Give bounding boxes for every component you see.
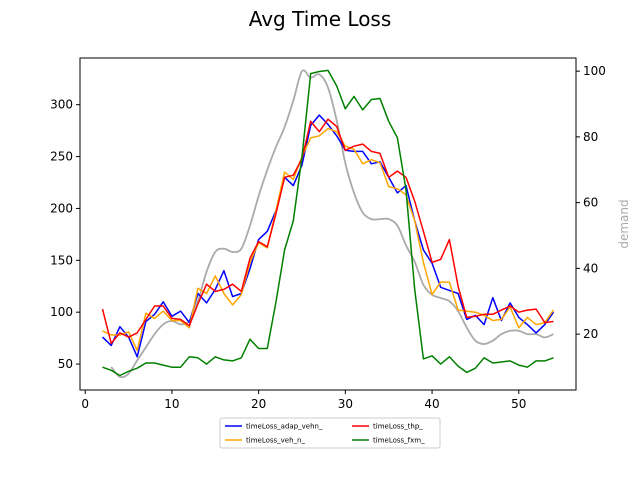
x-tick-label: 10 bbox=[164, 397, 179, 411]
series-line-timeloss-fxm bbox=[102, 69, 554, 377]
y-axis-right: 20 40 60 80 100 bbox=[576, 64, 606, 341]
legend-label: timeLoss_adap_vehn_ bbox=[246, 423, 323, 431]
legend: timeLoss_adap_vehn_ timeLoss_veh_n_ timeLo… bbox=[219, 417, 441, 449]
y-tick-label: 250 bbox=[50, 150, 73, 164]
y-tick-label: 150 bbox=[50, 253, 73, 267]
y-axis-left: 50 100 150 200 250 300 bbox=[50, 98, 80, 371]
y-tick-label: 100 bbox=[50, 305, 73, 319]
y-tick-label: 200 bbox=[50, 201, 73, 215]
series-line-timeloss-thp bbox=[101, 118, 554, 345]
series-line-timeloss-adap-vehn bbox=[101, 114, 555, 358]
y2-tick-label: 100 bbox=[583, 64, 606, 78]
legend-label: timeLoss_fxm_ bbox=[373, 437, 425, 445]
legend-label: timeLoss_veh_n_ bbox=[246, 437, 305, 445]
y2-axis-label: demand bbox=[617, 199, 631, 248]
x-tick-label: 30 bbox=[338, 397, 353, 411]
y2-tick-label: 60 bbox=[583, 196, 598, 210]
y2-tick-label: 80 bbox=[583, 130, 598, 144]
x-tick-label: 50 bbox=[511, 397, 526, 411]
series-line-timeloss-veh-n bbox=[102, 127, 555, 352]
y2-tick-label: 40 bbox=[583, 261, 598, 275]
legend-label: timeLoss_thp_ bbox=[373, 423, 423, 431]
x-tick-label: 40 bbox=[424, 397, 439, 411]
plot-frame bbox=[79, 57, 577, 391]
y-tick-label: 300 bbox=[50, 98, 73, 112]
chart-title: Avg Time Loss bbox=[249, 7, 392, 31]
series-line-demand bbox=[110, 69, 554, 379]
y-tick-label: 50 bbox=[58, 357, 73, 371]
x-tick-label: 20 bbox=[251, 397, 266, 411]
plot-area bbox=[101, 69, 555, 379]
x-tick-label: 0 bbox=[81, 397, 89, 411]
x-axis: 0 10 20 30 40 50 bbox=[81, 390, 526, 411]
legend-frame bbox=[219, 417, 441, 449]
y2-tick-label: 20 bbox=[583, 327, 598, 341]
